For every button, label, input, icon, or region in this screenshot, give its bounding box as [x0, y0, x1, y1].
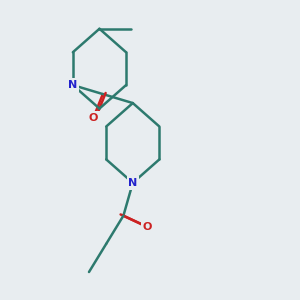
- Text: O: O: [142, 222, 152, 232]
- Text: O: O: [89, 112, 98, 122]
- Text: N: N: [68, 80, 77, 90]
- Text: N: N: [128, 178, 137, 188]
